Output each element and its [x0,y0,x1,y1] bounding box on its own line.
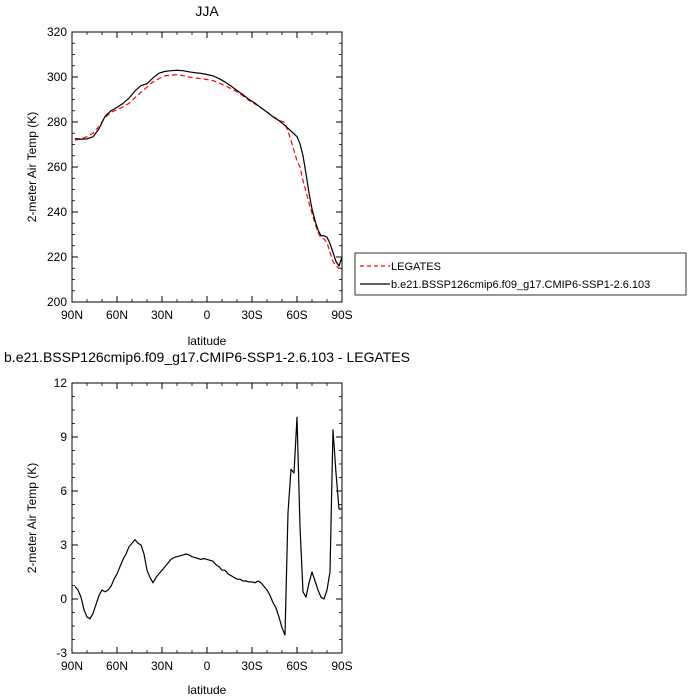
bottom-x-tick-label: 30S [241,659,262,673]
bottom-x-tick-label: 90N [61,659,83,673]
top-series-lines [74,69,343,269]
bottom-y-axis-label: 2-meter Air Temp (K) [25,463,39,573]
legend: LEGATES b.e21.BSSP126cmip6.f09_g17.CMIP6… [354,252,687,296]
top-y-tick-label: 240 [47,205,67,219]
bottom-tick-marks [71,382,343,654]
top-chart-title: JJA [195,3,219,19]
bottom-x-axis-label: latitude [188,683,227,697]
top-x-tick-label: 60S [286,308,307,322]
top-plot-frame [71,31,343,303]
bottom-plot-frame [71,382,343,654]
bottom-y-tick-label: 0 [60,592,67,606]
bottom-x-tick-label: 30N [151,659,173,673]
bottom-y-tick-label: 3 [60,538,67,552]
bottom-y-tick-label: -3 [56,646,67,660]
top-x-tick-label: 30S [241,308,262,322]
top-series-line-b [74,69,343,267]
bottom-y-tick-label: 12 [54,376,68,390]
top-series-line-legates [74,74,342,269]
top-y-tick-label: 320 [47,25,67,39]
top-x-tick-labels: 90N 60N 30N 0 30S 60S 90S [61,308,353,322]
bottom-y-tick-label: 9 [60,430,67,444]
top-x-tick-label: 90N [61,308,83,322]
bottom-x-tick-label: 60N [106,659,128,673]
legend-box [354,252,687,296]
bottom-x-tick-label: 0 [204,659,211,673]
bottom-series-lines [74,416,342,636]
bottom-y-tick-label: 6 [60,484,67,498]
bottom-x-tick-labels: 90N 60N 30N 0 30S 60S 90S [61,659,353,673]
top-y-tick-label: 260 [47,160,67,174]
top-tick-marks [71,31,343,303]
bottom-chart-title: b.e21.BSSP126cmip6.f09_g17.CMIP6-SSP1-2.… [4,349,410,365]
bottom-chart: b.e21.BSSP126cmip6.f09_g17.CMIP6-SSP1-2.… [4,349,410,697]
top-y-tick-label: 280 [47,115,67,129]
bottom-x-tick-label: 60S [286,659,307,673]
top-y-tick-label: 300 [47,70,67,84]
top-y-tick-labels: 200 220 240 260 280 300 320 [47,25,67,309]
top-chart: JJA 200 220 240 260 280 300 320 90N 60N 30N 0 30S 6… [25,3,353,348]
bottom-series-line-difference [74,416,342,636]
top-x-tick-label: 0 [204,308,211,322]
top-x-tick-label: 30N [151,308,173,322]
top-y-axis-label: 2-meter Air Temp (K) [25,112,39,222]
top-x-tick-label: 90S [331,308,352,322]
legend-label-legates: LEGATES [391,261,441,273]
bottom-x-tick-label: 90S [331,659,352,673]
top-x-axis-label: latitude [188,334,227,348]
top-x-tick-label: 60N [106,308,128,322]
top-y-tick-label: 200 [47,295,67,309]
top-y-tick-label: 220 [47,250,67,264]
legend-label-model: b.e21.BSSP126cmip6.f09_g17.CMIP6-SSP1-2.… [391,279,650,291]
bottom-y-tick-labels: -3 0 3 6 9 12 [54,376,68,660]
